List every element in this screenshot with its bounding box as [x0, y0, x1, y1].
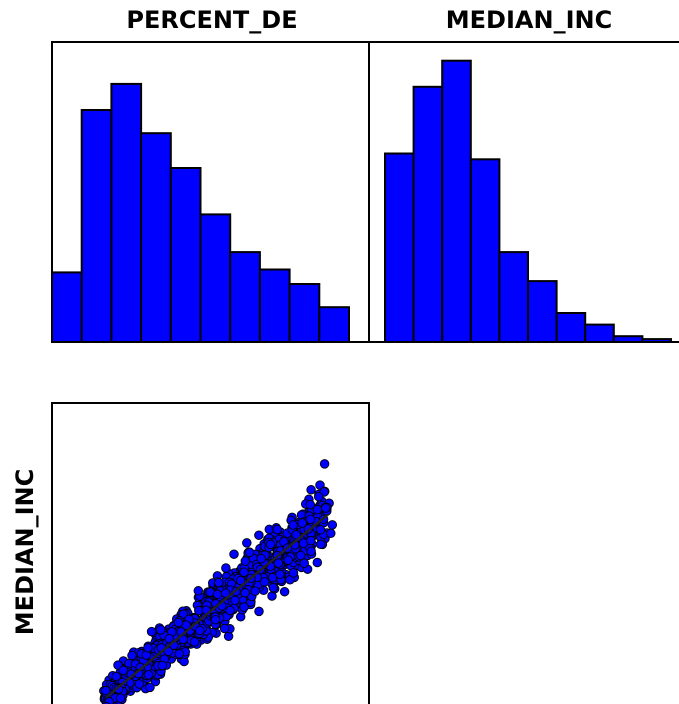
- hist-median-bar-1: [412, 85, 444, 343]
- scatter-ylabel: MEDIAN_INC: [11, 469, 39, 635]
- scatter-point: [315, 539, 326, 550]
- scatter-point: [313, 491, 324, 502]
- scatter-point: [118, 665, 129, 676]
- hist-median-bar-0: [384, 152, 415, 343]
- scatter-point: [315, 480, 325, 490]
- hist-percent-bar-0: [51, 271, 83, 343]
- scatter-point: [299, 558, 309, 568]
- hist-median-bars: [384, 59, 673, 344]
- scatter-point: [256, 553, 266, 564]
- scatter-point: [239, 602, 249, 612]
- hist-median-bar-3: [469, 158, 501, 343]
- hist-median-bar-6: [555, 312, 587, 343]
- scatter-point: [321, 503, 331, 513]
- hist-percent-title: PERCENT_DE: [126, 6, 297, 34]
- scatter-point: [174, 649, 184, 659]
- scatter-point: [254, 530, 264, 540]
- scatter-point: [259, 577, 270, 587]
- scatter-point: [291, 530, 301, 540]
- hist-percent-bar-4: [169, 167, 202, 343]
- scatter-point: [219, 623, 230, 634]
- scatter-point: [305, 499, 316, 510]
- scatter-point: [319, 459, 330, 469]
- scatter-point: [143, 670, 154, 680]
- scatter-point: [229, 549, 239, 559]
- hist-percent-bar-8: [288, 283, 321, 343]
- scatter-point: [146, 626, 157, 637]
- scatter-point: [214, 577, 224, 588]
- scatter-fit-line: [105, 513, 329, 699]
- hist-median-bar-4: [498, 251, 529, 344]
- scatter-point: [134, 679, 145, 689]
- hist-percent-bar-3: [140, 132, 172, 343]
- hist-percent-bar-1: [80, 109, 113, 343]
- scatter-point: [115, 693, 126, 703]
- hist-percent-bar-2: [110, 82, 143, 344]
- scatter-point: [254, 606, 264, 617]
- scatter-point: [127, 650, 137, 661]
- scatter-point: [305, 514, 316, 525]
- scatter-point: [288, 520, 298, 530]
- scatter-point: [155, 625, 166, 635]
- scatter-points: [99, 459, 338, 704]
- scatter-point: [164, 633, 174, 644]
- scatter-point: [210, 614, 221, 625]
- scatter-point: [283, 555, 293, 565]
- scatter-point: [326, 528, 336, 539]
- hist-median-bar-2: [441, 59, 472, 343]
- scatter-point: [297, 518, 307, 528]
- scatter-point: [145, 682, 155, 693]
- hist-percent-bar-6: [229, 251, 261, 344]
- panel-scatter-frame: [51, 402, 370, 704]
- scatter-point: [265, 539, 276, 550]
- scatter-point: [306, 485, 316, 495]
- hist-median-bar-8: [612, 335, 644, 344]
- hist-median-bar-7: [584, 323, 615, 344]
- scatter-point: [195, 625, 205, 636]
- scatter-point: [240, 556, 251, 566]
- hist-percent-bar-9: [318, 306, 350, 344]
- scatter-point: [101, 685, 111, 696]
- hist-median-title: MEDIAN_INC: [446, 6, 612, 34]
- scatter-point: [240, 588, 250, 598]
- scatter-point: [288, 568, 299, 578]
- scatter-point: [173, 617, 184, 628]
- scatter-point: [193, 586, 204, 596]
- scatter-point: [312, 557, 323, 568]
- hist-median-bar-9: [641, 338, 673, 344]
- scatter-point: [306, 535, 316, 546]
- scatter-point: [143, 643, 153, 653]
- scatter-point: [221, 563, 231, 573]
- scatter-point: [272, 524, 282, 535]
- scatter-point: [250, 586, 260, 596]
- scatter-point: [279, 586, 290, 597]
- hist-percent-bars: [51, 82, 350, 344]
- scatter-point: [275, 569, 285, 580]
- scatter-point: [235, 575, 246, 586]
- scatter-point: [306, 546, 316, 556]
- scatter-point: [212, 589, 223, 600]
- scatter-point: [189, 637, 200, 647]
- scatter-point: [295, 550, 306, 561]
- hist-percent-bar-7: [258, 268, 291, 343]
- scatter-point: [273, 558, 284, 568]
- scatter-point: [230, 595, 240, 606]
- scatter-point: [244, 547, 255, 558]
- scatter-point: [327, 520, 338, 530]
- scatter-point: [242, 538, 252, 548]
- scatter-point: [157, 660, 168, 671]
- scatter-point: [268, 582, 279, 593]
- scatter-point: [225, 605, 235, 616]
- hist-median-bar-5: [527, 280, 558, 344]
- scatter-point: [239, 567, 249, 577]
- hist-percent-bar-5: [199, 213, 232, 343]
- scatter-point: [315, 525, 326, 535]
